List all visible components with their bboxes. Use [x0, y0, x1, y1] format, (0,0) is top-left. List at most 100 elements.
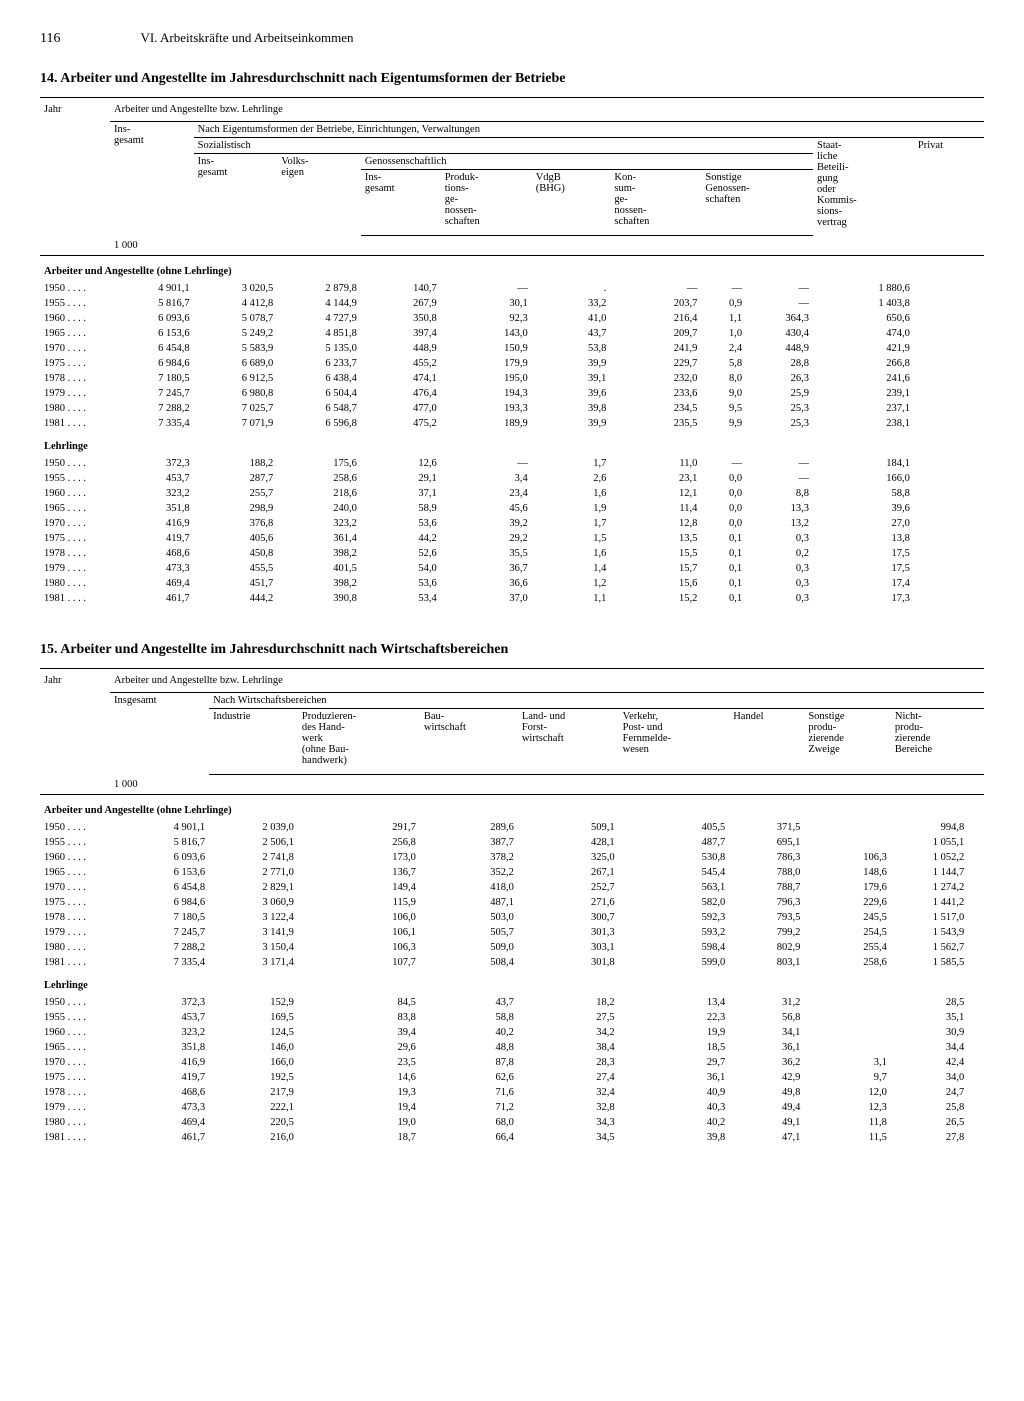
table-row: 1955 . . . .5 816,72 506,1256,8387,7428,… [40, 835, 984, 850]
table-row: 1975 . . . .419,7192,514,662,627,436,142… [40, 1070, 984, 1085]
data-cell: 29,2 [441, 531, 532, 546]
data-cell: 140,7 [361, 281, 441, 296]
data-cell: 1 403,8 [813, 296, 914, 311]
data-cell: 0,0 [701, 516, 746, 531]
data-cell: 195,0 [441, 371, 532, 386]
data-cell: 169,5 [209, 1010, 298, 1025]
data-cell: 28,8 [746, 356, 813, 371]
year-cell: 1965 . . . . [40, 865, 110, 880]
data-cell: 22,3 [619, 1010, 730, 1025]
data-cell: 451,7 [194, 576, 278, 591]
data-cell: . [532, 281, 611, 296]
data-cell: 593,2 [619, 925, 730, 940]
data-cell: 36,2 [729, 1055, 804, 1070]
table-row: 1955 . . . .453,7169,583,858,827,522,356… [40, 1010, 984, 1025]
data-cell: 7 071,9 [194, 416, 278, 431]
data-cell: 3 020,5 [194, 281, 278, 296]
data-cell: 387,7 [420, 835, 518, 850]
t15-h-jahr: Jahr [40, 669, 110, 775]
data-cell: 255,7 [194, 486, 278, 501]
table-row: 1979 . . . .473,3455,5401,554,036,71,415… [40, 561, 984, 576]
data-cell: 455,2 [361, 356, 441, 371]
data-cell: 799,2 [729, 925, 804, 940]
data-cell: 0,2 [746, 546, 813, 561]
year-cell: 1970 . . . . [40, 341, 110, 356]
t15-h-top: Arbeiter und Angestellte bzw. Lehrlinge [110, 669, 984, 693]
data-cell: 419,7 [110, 1070, 209, 1085]
data-cell: 12,3 [804, 1100, 891, 1115]
data-cell: 3,4 [441, 471, 532, 486]
data-cell: 62,6 [420, 1070, 518, 1085]
data-cell: 39,4 [298, 1025, 420, 1040]
data-cell: 234,5 [610, 401, 701, 416]
data-cell: 461,7 [110, 1130, 209, 1145]
data-cell: 52,6 [361, 546, 441, 561]
data-cell [804, 1040, 891, 1055]
data-cell: 124,5 [209, 1025, 298, 1040]
table-row: 1970 . . . .6 454,82 829,1149,4418,0252,… [40, 880, 984, 895]
data-cell: 58,8 [813, 486, 914, 501]
year-cell: 1960 . . . . [40, 311, 110, 326]
data-cell: 1 274,2 [891, 880, 968, 895]
data-cell: 12,8 [610, 516, 701, 531]
data-cell: 106,3 [804, 850, 891, 865]
data-cell: 13,3 [746, 501, 813, 516]
data-cell: 32,4 [518, 1085, 619, 1100]
year-cell: 1960 . . . . [40, 486, 110, 501]
data-cell: 2 771,0 [209, 865, 298, 880]
data-cell: 5 135,0 [277, 341, 361, 356]
table14: Jahr Arbeiter und Angestellte bzw. Lehrl… [40, 97, 984, 606]
data-cell: 6 454,8 [110, 880, 209, 895]
t15-h-ins: Insgesamt [110, 693, 209, 775]
data-cell: 115,9 [298, 895, 420, 910]
data-cell: 401,5 [277, 561, 361, 576]
data-cell: 189,9 [441, 416, 532, 431]
year-cell: 1955 . . . . [40, 835, 110, 850]
data-cell [804, 820, 891, 835]
data-cell: 30,9 [891, 1025, 968, 1040]
t15-h-verk: Verkehr, Post- und Fernmelde- wesen [619, 709, 730, 775]
data-cell: 545,4 [619, 865, 730, 880]
data-cell: 11,0 [610, 456, 701, 471]
data-cell: 71,2 [420, 1100, 518, 1115]
data-cell: 266,8 [813, 356, 914, 371]
data-cell: 509,0 [420, 940, 518, 955]
data-cell: 17,5 [813, 546, 914, 561]
data-cell: 92,3 [441, 311, 532, 326]
data-cell: 150,9 [441, 341, 532, 356]
table-row: 1978 . . . .468,6450,8398,252,635,51,615… [40, 546, 984, 561]
data-cell: 34,0 [891, 1070, 968, 1085]
data-cell: 376,8 [194, 516, 278, 531]
data-cell: 6 153,6 [110, 865, 209, 880]
data-cell: 34,1 [729, 1025, 804, 1040]
year-cell: 1980 . . . . [40, 1115, 110, 1130]
data-cell: 3 122,4 [209, 910, 298, 925]
t14-h-vdgb: VdgB (BHG) [532, 170, 611, 236]
table-row: 1975 . . . .6 984,63 060,9115,9487,1271,… [40, 895, 984, 910]
data-cell: 323,2 [110, 486, 194, 501]
t15-h-nicht: Nicht- produ- zierende Bereiche [891, 709, 984, 775]
data-cell: 455,5 [194, 561, 278, 576]
data-cell: 796,3 [729, 895, 804, 910]
data-cell: 477,0 [361, 401, 441, 416]
data-cell: 29,7 [619, 1055, 730, 1070]
data-cell: 216,0 [209, 1130, 298, 1145]
data-cell: 469,4 [110, 1115, 209, 1130]
data-cell: 166,0 [209, 1055, 298, 1070]
table-row: 1965 . . . .351,8146,029,648,838,418,536… [40, 1040, 984, 1055]
data-cell: 30,1 [441, 296, 532, 311]
data-cell: 35,1 [891, 1010, 968, 1025]
data-cell: 47,1 [729, 1130, 804, 1145]
data-cell: 598,4 [619, 940, 730, 955]
table-row: 1979 . . . .473,3222,119,471,232,840,349… [40, 1100, 984, 1115]
data-cell: 4 144,9 [277, 296, 361, 311]
data-cell: 0,1 [701, 576, 746, 591]
table-row: 1981 . . . .461,7444,2390,853,437,01,115… [40, 591, 984, 606]
year-cell: 1978 . . . . [40, 910, 110, 925]
data-cell: 175,6 [277, 456, 361, 471]
data-cell: 68,0 [420, 1115, 518, 1130]
data-cell: — [441, 281, 532, 296]
data-cell: 9,7 [804, 1070, 891, 1085]
data-cell: 352,2 [420, 865, 518, 880]
data-cell: 39,8 [619, 1130, 730, 1145]
